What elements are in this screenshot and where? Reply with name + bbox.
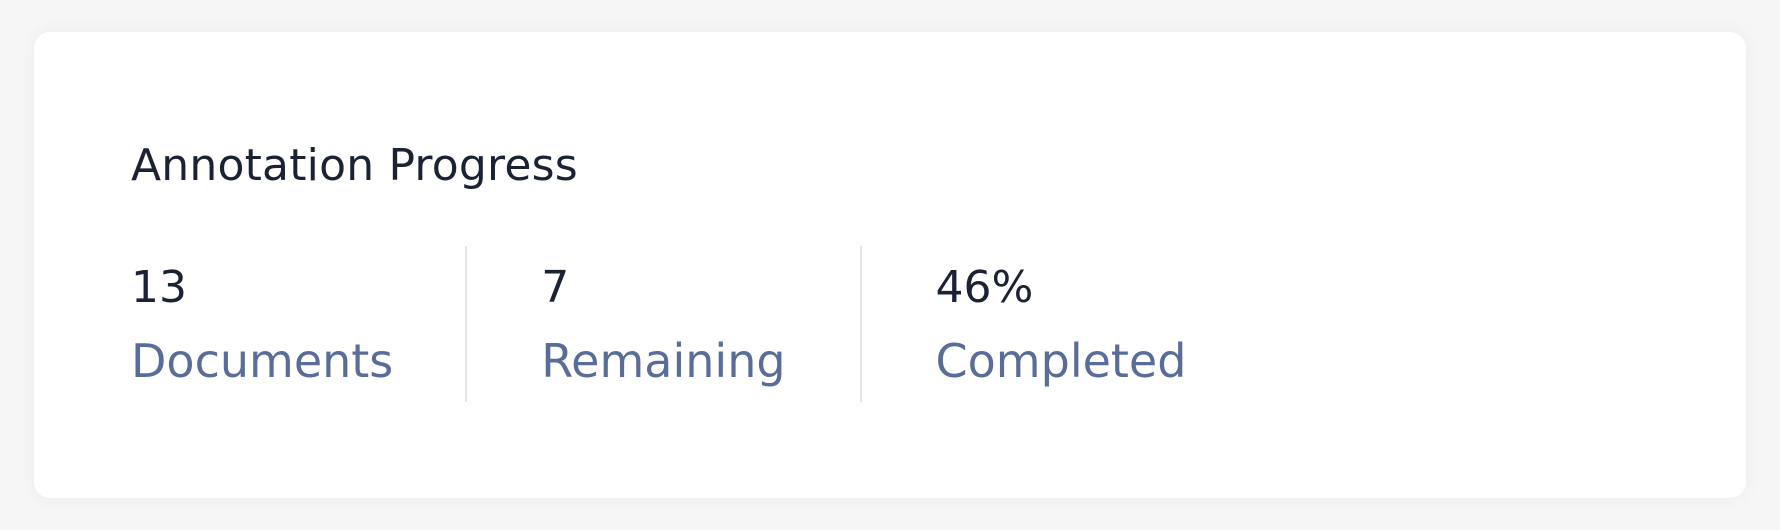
stats-row: 13 Documents 7 Remaining 46% Completed — [131, 246, 1206, 402]
stat-completed: 46% Completed — [859, 246, 1207, 402]
stat-documents: 13 Documents — [131, 246, 465, 402]
stat-completed-value: 46% — [935, 262, 1034, 313]
stat-remaining-label: Remaining — [541, 334, 786, 388]
card-title: Annotation Progress — [131, 140, 578, 191]
stat-documents-value: 13 — [131, 262, 187, 313]
stat-remaining-value: 7 — [541, 262, 570, 313]
stat-documents-label: Documents — [131, 334, 394, 388]
stat-completed-label: Completed — [935, 334, 1187, 388]
stat-remaining: 7 Remaining — [465, 246, 859, 402]
annotation-progress-card: Annotation Progress 13 Documents 7 Remai… — [34, 32, 1746, 498]
